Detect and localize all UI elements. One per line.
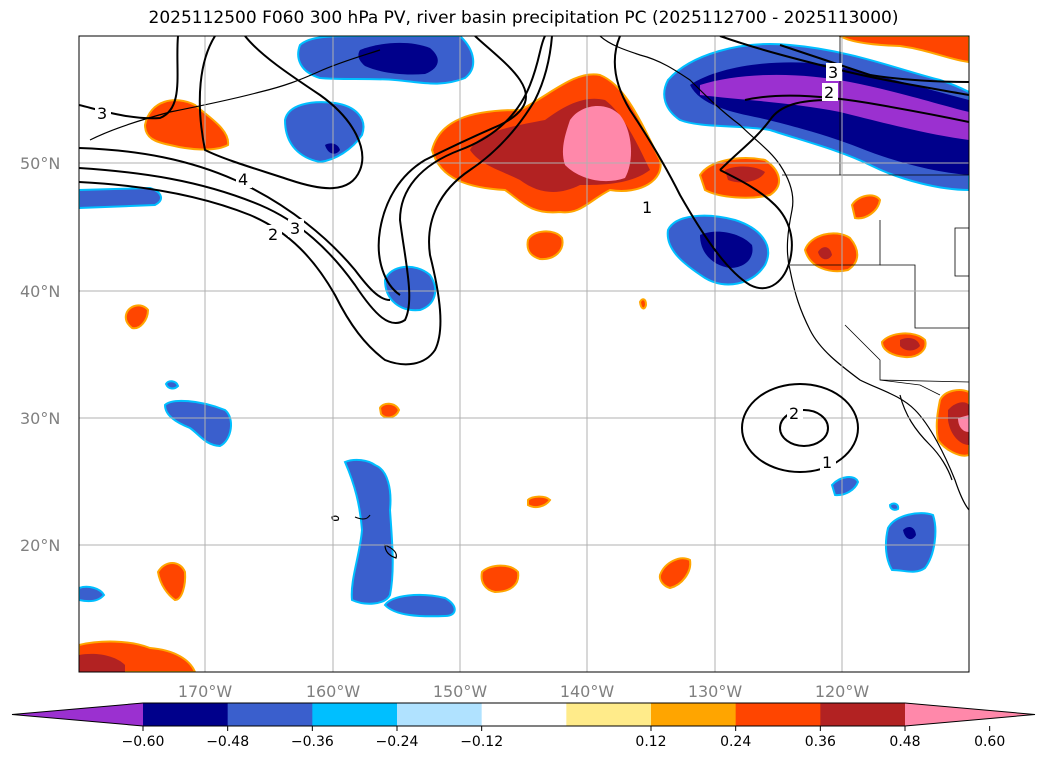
pv-label-2-right: 2: [824, 83, 834, 102]
lon-label-120w: 120°W: [815, 682, 870, 701]
coastlines: [89, 36, 969, 559]
pv-contours: [79, 36, 969, 473]
colorbar-extend-max: [905, 703, 1035, 726]
political-borders: [782, 36, 969, 396]
pv-contour-labels: 3 4 3 2 1 3 2 2 1: [95, 63, 842, 472]
lon-label-140w: 140°W: [560, 682, 615, 701]
colorbar-segment: [820, 703, 906, 726]
colorbar-tick-label: 0.36: [805, 734, 836, 750]
pv-label-1-low: 1: [822, 453, 832, 472]
lat-label-50: 50°N: [20, 154, 60, 173]
pv-label-3-right: 3: [828, 63, 838, 82]
precip-positive-patches: [79, 36, 969, 672]
graticule: [79, 36, 969, 672]
colorbar-tick-label: −0.12: [460, 734, 503, 750]
colorbar-segment: [312, 703, 398, 726]
lon-label-160w: 160°W: [306, 682, 361, 701]
colorbar-segment: [651, 703, 737, 726]
colorbar-tick-label: 0.48: [889, 734, 920, 750]
colorbar-segment: [227, 703, 313, 726]
precip-negative-patches: [79, 36, 969, 618]
colorbar-tick-label: −0.60: [122, 734, 165, 750]
pv-label-2-mid: 2: [268, 225, 278, 244]
pv-label-4: 4: [238, 170, 248, 189]
colorbar-tick-label: 0.60: [974, 734, 1005, 750]
lon-label-170w: 170°W: [178, 682, 233, 701]
lon-label-150w: 150°W: [433, 682, 488, 701]
colorbar-tick-label: 0.24: [720, 734, 751, 750]
colorbar-extend-min: [12, 703, 143, 726]
lat-label-20: 20°N: [20, 536, 60, 555]
colorbar-segment: [481, 703, 567, 726]
pv-label-3-left: 3: [97, 104, 107, 123]
longitude-labels: 170°W 160°W 150°W 140°W 130°W 120°W: [178, 682, 870, 701]
lat-label-30: 30°N: [20, 409, 60, 428]
pv-label-3-mid: 3: [290, 219, 300, 238]
colorbar-tick-label: −0.24: [376, 734, 419, 750]
lon-label-130w: 130°W: [688, 682, 743, 701]
lat-label-40: 40°N: [20, 282, 60, 301]
colorbar-segment: [397, 703, 483, 726]
colorbar-tick-label: −0.36: [291, 734, 334, 750]
colorbar-segment: [735, 703, 821, 726]
map-title: 2025112500 F060 300 hPa PV, river basin …: [148, 8, 899, 28]
colorbar-tick-label: −0.48: [206, 734, 249, 750]
map-border: [78, 35, 970, 673]
latitude-labels: 50°N 40°N 30°N 20°N: [20, 154, 60, 555]
colorbar-segment: [143, 703, 229, 726]
colorbar-tick-label: 0.12: [635, 734, 666, 750]
pv-label-1-mid: 1: [642, 198, 652, 217]
colorbar-segment: [566, 703, 652, 726]
pv-label-2-low: 2: [789, 404, 799, 423]
colorbar: −0.60 −0.48 −0.36 −0.24 −0.12 0.12 0.24 0.36 0.4…: [11, 702, 1036, 750]
